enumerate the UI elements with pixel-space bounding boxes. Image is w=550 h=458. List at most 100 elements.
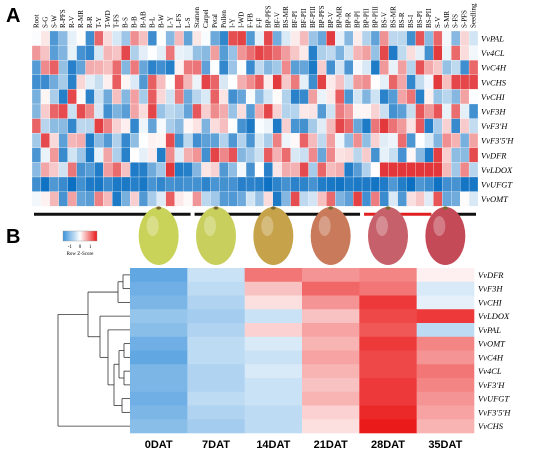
heatmap-cell bbox=[147, 89, 158, 105]
heatmap-cell bbox=[192, 103, 202, 119]
heatmap-cell bbox=[147, 45, 158, 61]
heatmap-cell bbox=[326, 118, 336, 134]
heatmap-cell bbox=[183, 176, 193, 192]
heatmap-cell bbox=[326, 30, 336, 46]
heatmap-cell bbox=[244, 295, 303, 310]
heatmap-cell bbox=[49, 191, 59, 207]
stage-label: 28DAT bbox=[371, 439, 405, 451]
heatmap-cell bbox=[415, 30, 425, 46]
heatmap-cell bbox=[121, 45, 131, 61]
column-label: S-FS bbox=[452, 14, 460, 28]
heatmap-cell bbox=[244, 405, 303, 420]
heatmap-cell bbox=[388, 60, 398, 75]
heatmap-cell bbox=[424, 89, 434, 105]
heatmap-cell bbox=[308, 89, 318, 105]
heatmap-cell bbox=[112, 147, 122, 163]
column-label: R-R bbox=[86, 16, 94, 28]
column-label: BF-PII bbox=[300, 8, 308, 28]
heatmap-cell bbox=[138, 89, 149, 105]
heatmap-cell bbox=[187, 268, 245, 283]
heatmap-cell bbox=[361, 74, 372, 90]
heatmap-cell bbox=[433, 191, 443, 207]
heatmap-cell bbox=[352, 162, 363, 178]
heatmap-cell bbox=[424, 74, 434, 90]
column-label: BP-PIII bbox=[371, 6, 379, 28]
gene-label: VvOMT bbox=[481, 194, 509, 204]
heatmap-cell bbox=[254, 45, 265, 61]
heatmap-cell bbox=[344, 176, 354, 192]
heatmap-cell bbox=[326, 176, 336, 192]
column-label: BP-R bbox=[345, 12, 353, 28]
heatmap-cell bbox=[370, 191, 381, 207]
heatmap-cell bbox=[103, 30, 113, 46]
heatmap-cell bbox=[397, 118, 407, 134]
heatmap-cell bbox=[58, 60, 68, 75]
column-label: BS-I bbox=[407, 14, 415, 28]
heatmap-cell bbox=[468, 45, 479, 61]
heatmap-cell bbox=[245, 89, 256, 105]
heatmap-cell bbox=[49, 133, 59, 148]
heatmap-cell bbox=[308, 103, 318, 119]
heatmap-cell bbox=[361, 191, 372, 207]
heatmap-cell bbox=[272, 45, 282, 61]
heatmap-cell bbox=[228, 89, 238, 105]
heatmap-cell bbox=[416, 323, 475, 338]
heatmap-cell bbox=[433, 89, 443, 105]
heatmap-cell bbox=[317, 60, 327, 75]
heatmap-cell bbox=[254, 30, 265, 46]
heatmap-cell bbox=[219, 176, 229, 192]
heatmap-cell bbox=[237, 103, 247, 119]
heatmap-cell bbox=[370, 162, 381, 178]
heatmap-cell bbox=[94, 45, 104, 61]
heatmap-cell bbox=[201, 45, 211, 61]
heatmap-cell bbox=[290, 176, 300, 192]
heatmap-cell bbox=[272, 89, 282, 105]
heatmap-cell bbox=[326, 103, 336, 119]
heatmap-cell bbox=[40, 191, 50, 207]
gene-label: VvF3'H bbox=[481, 121, 508, 131]
heatmap-cell bbox=[344, 60, 354, 75]
heatmap-cell bbox=[424, 30, 434, 46]
heatmap-cell bbox=[192, 118, 202, 134]
heatmap-cell bbox=[326, 133, 336, 148]
heatmap-cell bbox=[335, 74, 345, 90]
heatmap-cell bbox=[281, 74, 291, 90]
heatmap-cell bbox=[31, 162, 42, 178]
heatmap-cell bbox=[147, 191, 158, 207]
heatmap-cell bbox=[156, 191, 166, 207]
heatmap-cell bbox=[379, 118, 389, 134]
heatmap-cell bbox=[130, 336, 188, 351]
heatmap-cell bbox=[67, 191, 77, 207]
heatmap-cell bbox=[451, 74, 461, 90]
grape-berry-image bbox=[368, 206, 408, 265]
heatmap-cell bbox=[85, 89, 95, 105]
heatmap-cell bbox=[183, 74, 193, 90]
heatmap-cell bbox=[129, 74, 140, 90]
gene-label: VvCHS bbox=[478, 421, 504, 431]
heatmap-cell bbox=[112, 45, 122, 61]
heatmap-cell bbox=[406, 176, 416, 192]
heatmap-cell bbox=[192, 162, 202, 178]
color-key-bar bbox=[62, 230, 98, 242]
heatmap-cell bbox=[112, 176, 122, 192]
heatmap-cell bbox=[415, 74, 425, 90]
heatmap-cell bbox=[67, 45, 77, 61]
heatmap-cell bbox=[228, 147, 238, 163]
heatmap-cell bbox=[379, 74, 389, 90]
gene-label: VvF3H bbox=[481, 107, 506, 117]
heatmap-cell bbox=[326, 162, 336, 178]
column-label: S-W bbox=[50, 15, 58, 28]
heatmap-cell bbox=[433, 133, 443, 148]
heatmap-cell bbox=[192, 60, 202, 75]
heatmap-cell bbox=[281, 103, 291, 119]
heatmap-cell bbox=[85, 133, 95, 148]
heatmap-cell bbox=[219, 147, 229, 163]
gene-label: VvF3'H bbox=[478, 380, 505, 390]
heatmap-cell bbox=[263, 60, 273, 75]
heatmap-cell bbox=[281, 60, 291, 75]
column-label: S-G bbox=[41, 17, 49, 28]
heatmap-cell bbox=[112, 60, 122, 75]
heatmap-cell bbox=[433, 45, 443, 61]
berry-images bbox=[138, 206, 466, 265]
heatmap-cell bbox=[138, 45, 149, 61]
